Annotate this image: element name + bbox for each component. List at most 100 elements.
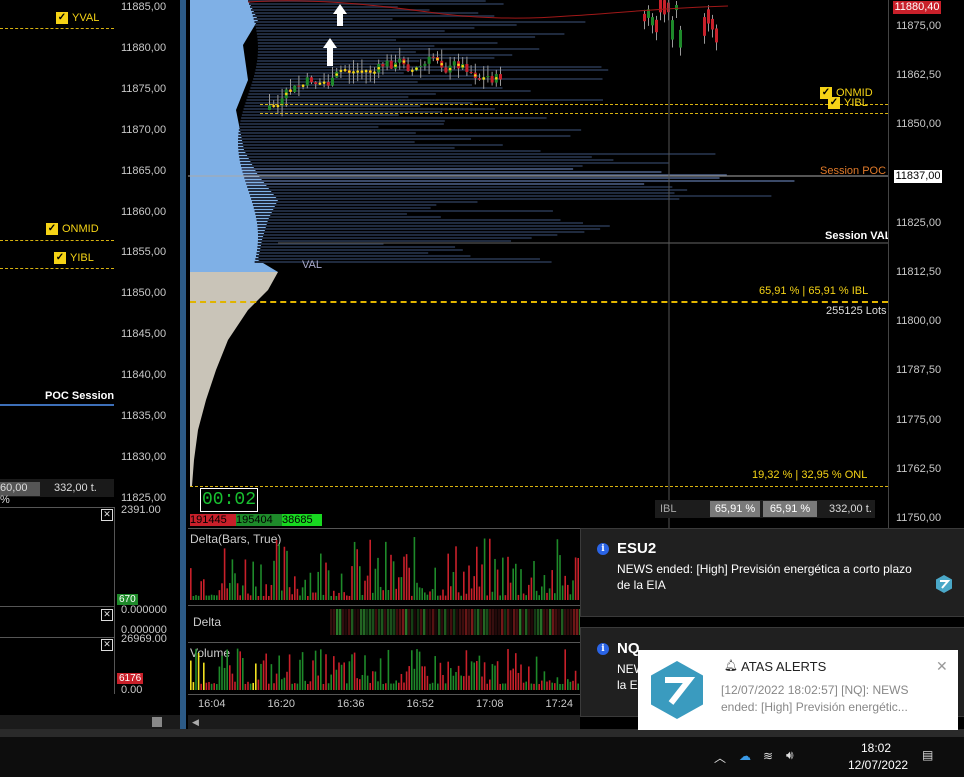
candle-body — [331, 77, 334, 86]
candle-body — [478, 78, 481, 80]
profile-bar — [240, 162, 669, 164]
volume-bar — [470, 661, 473, 690]
poc-dot — [276, 104, 280, 108]
delta-bar — [447, 553, 449, 600]
wifi-icon[interactable]: ≋ — [763, 749, 774, 763]
volume-bar — [431, 682, 434, 690]
profile-bar — [252, 15, 495, 17]
price-tick: 11870,00 — [121, 123, 167, 136]
poc-dot — [482, 77, 486, 80]
profile-bar — [246, 183, 645, 185]
time-tick: 17:24 — [545, 698, 574, 710]
delta-cell — [366, 609, 369, 635]
candle-body — [711, 18, 714, 30]
main-horizontal-scrollbar[interactable]: ◀ — [188, 715, 580, 729]
left-volume-tag: 6176 — [117, 673, 144, 684]
delta-bar — [330, 595, 332, 600]
cloud-icon[interactable]: ☁ — [739, 749, 751, 763]
volume-bar — [551, 682, 553, 690]
volume-bar — [226, 649, 228, 690]
candle-body — [381, 63, 385, 67]
delta-bar — [190, 568, 192, 600]
volume-bar — [221, 655, 223, 690]
scroll-thumb-icon[interactable] — [152, 717, 162, 727]
delta-bar — [478, 586, 481, 600]
time-axis — [188, 694, 580, 715]
volume-bar — [494, 665, 496, 690]
volume-bar — [268, 683, 270, 690]
profile-bar — [249, 90, 531, 92]
close-icon[interactable]: ✕ — [101, 609, 113, 621]
profile-bar — [238, 141, 415, 143]
notification-center-icon[interactable]: ▤ — [922, 748, 934, 762]
scroll-left-icon[interactable]: ◀ — [192, 717, 199, 727]
delta-bar — [468, 565, 470, 600]
delta-bar — [496, 569, 499, 600]
profile-bar — [257, 45, 435, 47]
price-tick: 11835,00 — [121, 410, 167, 422]
left-stat-lots: 332,00 t. — [54, 482, 97, 494]
atas-alerts-popup[interactable]: 🔔︎ ATAS ALERTS ✕ [12/07/2022 18:02:57] [… — [638, 650, 958, 730]
delta-bar — [530, 577, 533, 600]
volume-bar — [275, 673, 278, 690]
left-volume-zero: 0.00 — [121, 684, 143, 696]
delta-bar — [390, 554, 392, 600]
yval-line — [0, 28, 114, 29]
delta-bar — [257, 596, 260, 600]
left-horizontal-scrollbar[interactable] — [0, 715, 180, 729]
delta-bar — [356, 549, 358, 600]
left-panel-divider[interactable] — [180, 0, 186, 735]
volume-bar — [392, 683, 395, 690]
notification-esu2[interactable]: i ESU2 NEWS ended: [High] Previsión ener… — [580, 528, 964, 617]
delta-cell — [519, 609, 522, 635]
delta-bar — [249, 595, 252, 600]
popup-heading: ATAS ALERTS — [741, 659, 827, 674]
delta-bar — [218, 590, 221, 600]
delta-cell — [513, 609, 516, 635]
taskbar-date[interactable]: 12/07/2022 — [848, 758, 909, 772]
taskbar-time[interactable]: 18:02 — [861, 741, 892, 755]
price-tag-top: 11880,40 — [893, 1, 941, 14]
delta-cell — [528, 609, 531, 635]
delta-cell — [480, 609, 483, 635]
onmid-line-main — [260, 104, 888, 105]
delta-bar — [418, 587, 421, 600]
delta-bar — [205, 595, 208, 600]
volume-bar — [528, 666, 530, 690]
delta-bar — [268, 595, 270, 600]
speaker-icon[interactable]: 🔊︎ — [786, 748, 794, 762]
delta-cell — [375, 609, 378, 635]
volume-bar — [424, 666, 426, 690]
volume-bar — [364, 655, 366, 690]
volume-bar — [314, 650, 317, 690]
chevron-up-icon[interactable]: ︿ — [714, 751, 727, 765]
window-bottom-edge — [0, 729, 964, 737]
volume-bar — [262, 660, 265, 690]
delta-bar — [437, 595, 439, 600]
profile-bar — [248, 93, 436, 95]
close-icon[interactable]: ✕ — [101, 509, 113, 521]
profile-bar — [247, 96, 409, 98]
candle-body — [444, 67, 448, 73]
delta-bar — [203, 579, 205, 600]
poc-dot — [402, 60, 406, 63]
close-icon[interactable]: ✕ — [936, 658, 948, 674]
volume-bar — [395, 680, 397, 690]
volume-bar — [572, 680, 574, 690]
volume-bar — [535, 656, 538, 690]
delta-bars-subpanel[interactable] — [188, 528, 580, 605]
profile-bar — [255, 258, 540, 260]
delta-cell — [501, 609, 504, 635]
delta-bar — [361, 594, 364, 600]
profile-bar — [242, 171, 662, 173]
left-chart-panel[interactable] — [0, 0, 116, 715]
close-icon[interactable]: ✕ — [101, 639, 113, 651]
delta-bar — [512, 568, 514, 600]
info-icon: i — [597, 643, 609, 655]
bar-timer: 00:02 — [200, 488, 258, 512]
volume-subpanel[interactable] — [188, 642, 580, 695]
delta-row-subpanel[interactable] — [188, 605, 580, 642]
volume-bar — [403, 682, 405, 690]
delta-bar — [291, 594, 293, 600]
delta-cell — [486, 609, 489, 635]
